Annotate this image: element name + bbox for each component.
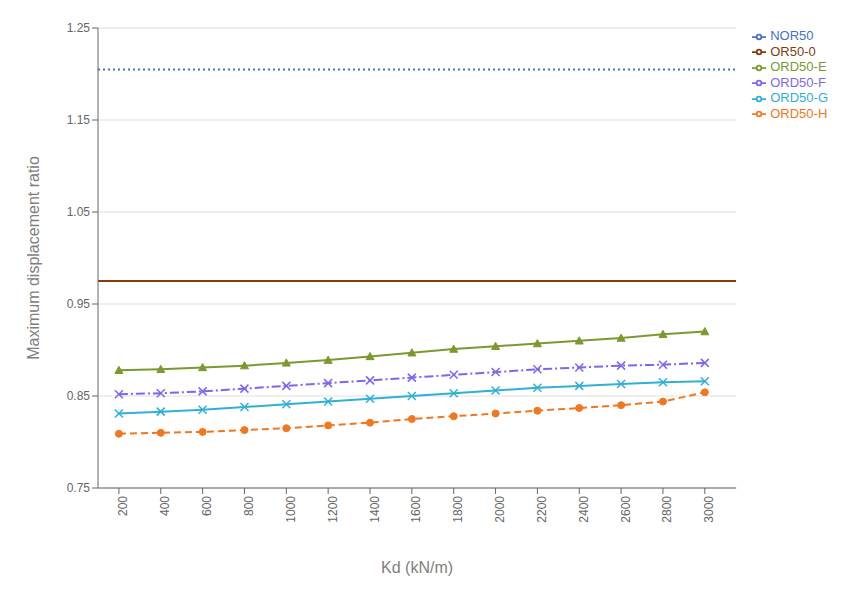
html-text:ORD50-F: ORD50-F [770, 74, 826, 90]
svg-text:1400: 1400 [368, 496, 382, 523]
svg-text:Kd (kN/m): Kd (kN/m) [381, 559, 453, 576]
svg-text:800: 800 [242, 496, 256, 516]
html-text:ORD50-E: ORD50-E [770, 59, 827, 75]
svg-text:2600: 2600 [619, 496, 633, 523]
svg-text:2800: 2800 [660, 496, 674, 523]
svg-text:1.15: 1.15 [67, 113, 91, 127]
svg-text:600: 600 [200, 496, 214, 516]
svg-text:1000: 1000 [284, 496, 298, 523]
svg-text:0.85: 0.85 [67, 389, 91, 403]
svg-text:2000: 2000 [493, 496, 507, 523]
svg-text:1800: 1800 [451, 496, 465, 523]
svg-text:0.75: 0.75 [67, 481, 91, 495]
html-text:ORD50-H: ORD50-H [770, 105, 828, 121]
svg-text:400: 400 [158, 496, 172, 516]
svg-text:3000: 3000 [702, 496, 716, 523]
svg-text:0.95: 0.95 [67, 297, 91, 311]
svg-text:200: 200 [116, 496, 130, 516]
html-text:OR50-0: OR50-0 [770, 43, 816, 59]
svg-text:2400: 2400 [577, 496, 591, 523]
svg-text:1.25: 1.25 [67, 21, 91, 35]
html-text:NOR50: NOR50 [770, 28, 814, 43]
svg-text:1200: 1200 [326, 496, 340, 523]
svg-text:1600: 1600 [409, 496, 423, 523]
html-text:ORD50-G: ORD50-G [770, 90, 828, 106]
svg-text:2200: 2200 [535, 496, 549, 523]
svg-text:Maximum displacement ratio: Maximum displacement ratio [25, 156, 42, 360]
svg-text:1.05: 1.05 [67, 205, 91, 219]
